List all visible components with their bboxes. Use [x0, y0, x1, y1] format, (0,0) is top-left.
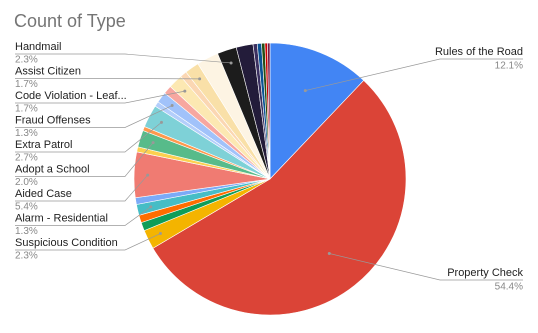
- slice-label: Property Check: [447, 267, 523, 279]
- slice-value-label: 2.3%: [15, 251, 38, 262]
- slice-value-label: 1.7%: [15, 104, 38, 115]
- slice-value-label: 1.3%: [15, 226, 38, 237]
- leader-dot: [159, 232, 162, 235]
- slice-label: Rules of the Road: [435, 46, 523, 58]
- leader-dot: [149, 205, 152, 208]
- slice-value-label: 2.7%: [15, 153, 38, 164]
- slice-value-label: 2.0%: [15, 177, 38, 188]
- slice-value-label: 5.4%: [15, 202, 38, 213]
- leader-dot: [230, 61, 233, 64]
- leader-dot: [304, 89, 307, 92]
- slice-label: Assist Citizen: [15, 65, 81, 77]
- chart-title: Count of Type: [14, 11, 126, 31]
- slice-value-label: 12.1%: [495, 61, 523, 72]
- leader-dot: [198, 77, 201, 80]
- leader-dot: [146, 174, 149, 177]
- slice-value-label: 1.3%: [15, 128, 38, 139]
- slice-label: Aided Case: [15, 188, 72, 200]
- slice-label: Extra Patrol: [15, 139, 72, 151]
- slice-value-label: 54.4%: [495, 282, 523, 293]
- slice-label: Suspicious Condition: [15, 237, 118, 249]
- leader-dot: [183, 90, 186, 93]
- slice-label: Alarm - Residential: [15, 212, 108, 224]
- slice-label: Adopt a School: [15, 163, 90, 175]
- slice-label: Fraud Offenses: [15, 114, 91, 126]
- slice-value-label: 1.7%: [15, 79, 38, 90]
- slice-label: Handmail: [15, 41, 61, 53]
- slice-label: Code Violation - Leaf...: [15, 90, 127, 102]
- leader-dot: [152, 141, 155, 144]
- leader-dot: [171, 104, 174, 107]
- slice-value-label: 2.3%: [15, 55, 38, 66]
- leader-dot: [328, 252, 331, 255]
- leader-dot: [160, 121, 163, 124]
